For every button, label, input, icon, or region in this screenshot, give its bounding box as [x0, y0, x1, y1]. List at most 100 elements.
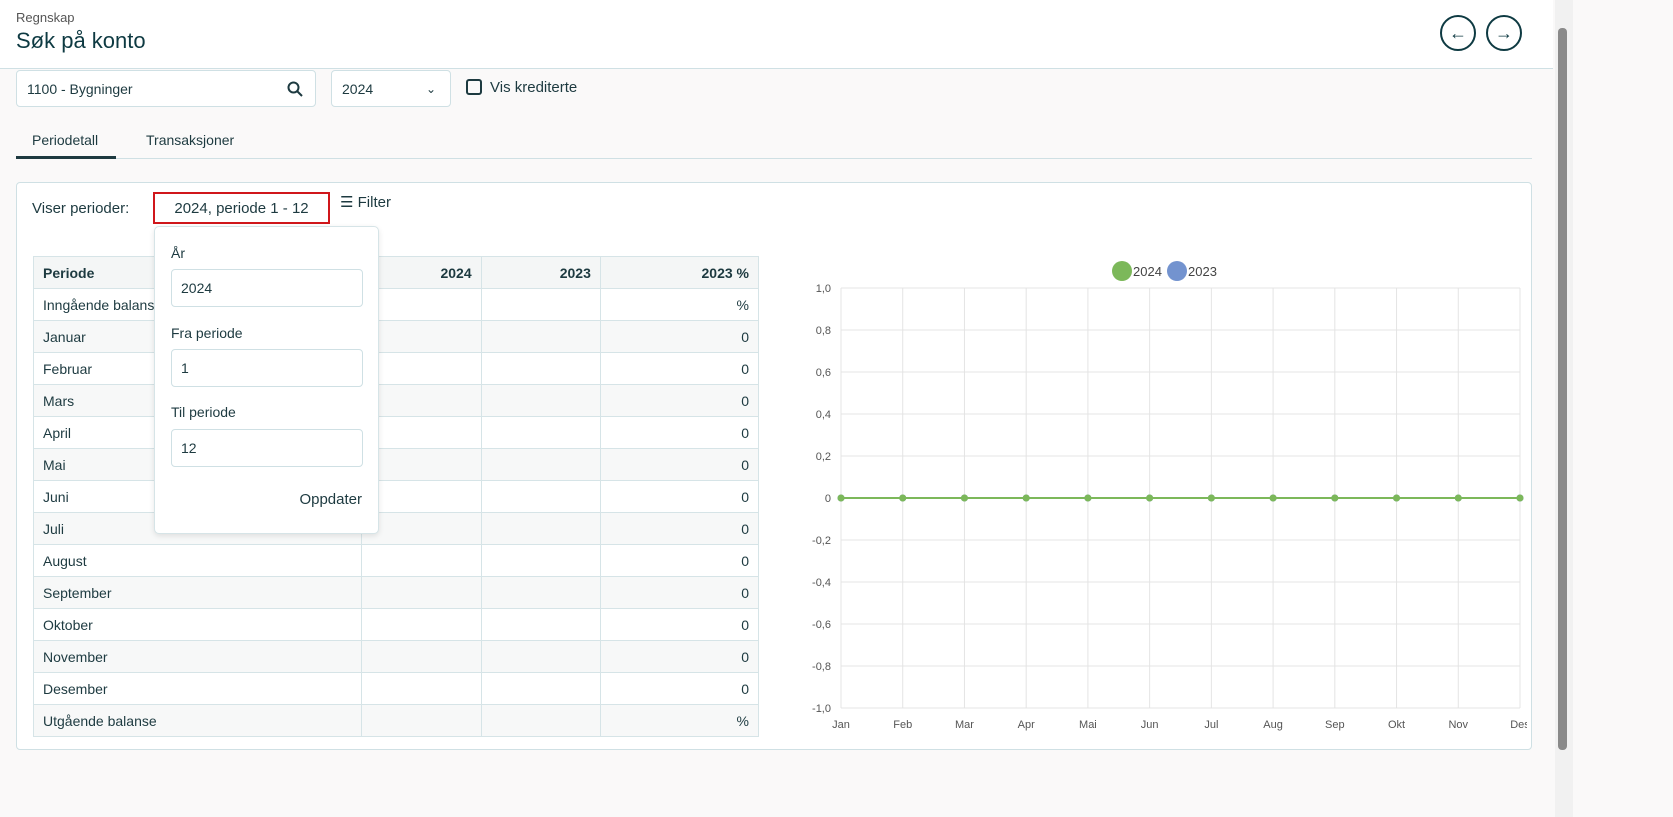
table-cell — [361, 416, 482, 449]
table-cell: Utgående balanse — [32, 704, 363, 737]
table-cell — [480, 320, 601, 353]
x-tick-label: Aug — [1263, 719, 1283, 731]
table-cell: 0 — [599, 544, 760, 577]
x-tick-label: Mar — [955, 719, 974, 731]
x-tick-label: Jul — [1204, 719, 1218, 731]
data-point-2024 — [1022, 494, 1030, 502]
back-button[interactable]: ← — [1440, 15, 1476, 51]
table-cell: 0 — [599, 672, 760, 705]
table-cell: November — [32, 640, 363, 673]
table-cell: 0 — [599, 384, 760, 417]
table-cell — [361, 512, 482, 545]
table-cell — [480, 672, 601, 705]
search-icon[interactable] — [287, 81, 303, 97]
table-cell — [480, 416, 601, 449]
table-row: April 0 — [32, 416, 760, 449]
x-tick-label: Mai — [1079, 719, 1097, 731]
table-cell — [480, 480, 601, 513]
column-header: 2024 — [361, 256, 482, 289]
legend-label[interactable]: 2024 — [1133, 264, 1162, 279]
table-cell: September — [32, 576, 363, 609]
legend-marker-2024[interactable] — [1112, 261, 1132, 281]
tab-transaksjoner[interactable]: Transaksjoner — [146, 132, 235, 148]
x-tick-label: Jun — [1141, 719, 1159, 731]
x-tick-label: Des — [1510, 719, 1527, 731]
data-point-2024 — [899, 494, 907, 502]
forward-button[interactable]: → — [1486, 15, 1522, 51]
y-tick-label: -0,4 — [812, 577, 831, 589]
table-cell — [361, 320, 482, 353]
table-cell — [361, 480, 482, 513]
column-header: 2023 — [480, 256, 601, 289]
data-point-2024 — [1146, 494, 1154, 502]
table-row: Oktober 0 — [32, 608, 760, 641]
tab-bar: Periodetall Transaksjoner — [16, 124, 1532, 159]
data-point-2024 — [1516, 494, 1524, 502]
update-button[interactable]: Oppdater — [299, 491, 362, 508]
table-cell: % — [599, 704, 760, 737]
table-cell: Desember — [32, 672, 363, 705]
table-cell — [480, 512, 601, 545]
table-cell: 0 — [599, 608, 760, 641]
from-period-label: Fra periode — [171, 325, 243, 341]
account-search-input[interactable]: 1100 - Bygninger — [16, 70, 316, 107]
column-header: 2023 % — [599, 256, 760, 289]
y-tick-label: -0,2 — [812, 535, 831, 547]
show-credited-checkbox[interactable] — [466, 79, 482, 95]
table-cell — [480, 704, 601, 737]
x-tick-label: Feb — [893, 719, 912, 731]
scrollbar[interactable] — [1555, 0, 1573, 817]
table-cell — [480, 640, 601, 673]
legend-marker-2023[interactable] — [1167, 261, 1187, 281]
x-tick-label: Apr — [1018, 719, 1035, 731]
year-select[interactable]: 2024 ⌄ — [331, 70, 451, 107]
x-tick-label: Jan — [832, 719, 850, 731]
table-cell — [361, 640, 482, 673]
to-period-input[interactable]: 12 — [171, 429, 363, 467]
year-label: År — [171, 245, 185, 261]
table-row: Mars 0 — [32, 384, 760, 417]
y-tick-label: 1,0 — [816, 283, 831, 295]
table-cell: August — [32, 544, 363, 577]
from-period-input[interactable]: 1 — [171, 349, 363, 387]
data-point-2024 — [1084, 494, 1092, 502]
table-row: Juli 0 — [32, 512, 760, 545]
table-cell: 0 — [599, 480, 760, 513]
y-tick-label: -0,8 — [812, 661, 831, 673]
table-cell — [361, 576, 482, 609]
table-row: September 0 — [32, 576, 760, 609]
to-period-label: Til periode — [171, 404, 236, 420]
data-point-2024 — [837, 494, 845, 502]
table-row: Januar 0 — [32, 320, 760, 353]
table-cell: Oktober — [32, 608, 363, 641]
table-cell — [361, 352, 482, 385]
table-cell: 0 — [599, 416, 760, 449]
table-cell — [361, 704, 482, 737]
y-tick-label: 0 — [825, 493, 831, 505]
x-tick-label: Sep — [1325, 719, 1345, 731]
table-cell — [361, 384, 482, 417]
filter-button[interactable]: ☰ Filter — [340, 193, 391, 211]
scrollbar-thumb[interactable] — [1558, 28, 1567, 750]
table-cell — [480, 544, 601, 577]
table-row: August 0 — [32, 544, 760, 577]
table-row: November 0 — [32, 640, 760, 673]
legend-label[interactable]: 2023 — [1188, 264, 1217, 279]
active-tab-indicator — [16, 156, 116, 159]
table-cell: % — [599, 288, 760, 321]
period-table: Periode 2024 2023 2023 % Inngående balanse% J… — [32, 256, 760, 737]
table-cell — [361, 288, 482, 321]
period-label: Viser perioder: — [32, 200, 130, 217]
tab-periodetall[interactable]: Periodetall — [32, 132, 99, 148]
page-header: Regnskap Søk på konto ← → — [0, 0, 1553, 69]
table-cell — [480, 384, 601, 417]
data-point-2024 — [1207, 494, 1215, 502]
table-row: Inngående balanse% — [32, 288, 760, 321]
table-row: Mai 0 — [32, 448, 760, 481]
period-filter-popover: År 2024 Fra periode 1 Til periode 12 Opp… — [154, 226, 379, 534]
period-selector[interactable]: 2024, periode 1 - 12 — [153, 192, 330, 224]
data-point-2024 — [960, 494, 968, 502]
year-value: 2024 — [342, 80, 374, 97]
popover-year-input[interactable]: 2024 — [171, 269, 363, 307]
